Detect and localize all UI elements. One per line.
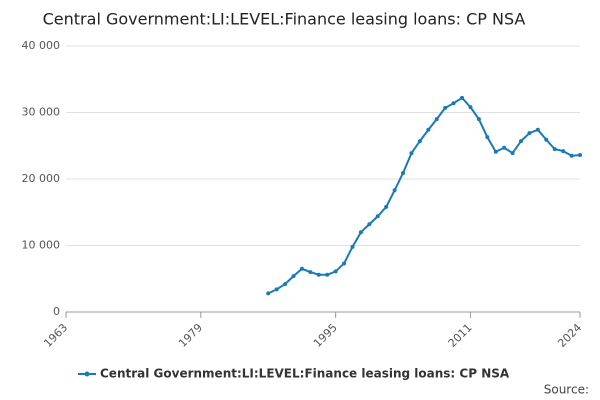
point bbox=[434, 117, 439, 122]
point bbox=[375, 214, 380, 219]
point bbox=[367, 222, 372, 227]
point bbox=[443, 105, 448, 110]
y-tick-label: 30 000 bbox=[22, 106, 61, 119]
point bbox=[510, 151, 515, 156]
point bbox=[417, 139, 422, 144]
y-tick-label: 40 000 bbox=[22, 39, 61, 52]
x-tick-label: 2024 bbox=[555, 321, 584, 350]
point bbox=[535, 127, 540, 132]
y-tick-label: 10 000 bbox=[22, 239, 61, 252]
y-tick-label: 0 bbox=[53, 305, 60, 318]
chart-title: Central Government:LI:LEVEL:Finance leas… bbox=[43, 10, 526, 29]
line bbox=[267, 96, 581, 295]
point bbox=[569, 153, 574, 158]
point bbox=[358, 230, 363, 235]
point bbox=[451, 101, 456, 106]
x-tick-label: 1963 bbox=[41, 321, 70, 350]
point bbox=[333, 269, 338, 274]
point bbox=[299, 266, 304, 271]
point bbox=[468, 105, 473, 110]
point bbox=[342, 261, 347, 266]
point bbox=[291, 274, 296, 279]
point bbox=[561, 149, 566, 154]
point bbox=[350, 244, 355, 249]
point bbox=[325, 272, 330, 277]
point bbox=[401, 171, 406, 176]
point bbox=[384, 204, 389, 209]
point bbox=[493, 149, 498, 154]
x-tick-label: 2011 bbox=[446, 321, 475, 350]
point bbox=[476, 117, 481, 122]
point bbox=[460, 95, 465, 100]
source: Source: bbox=[544, 383, 589, 397]
point bbox=[392, 188, 397, 193]
point bbox=[552, 147, 557, 152]
x-tick-label: 1995 bbox=[311, 321, 340, 350]
y-tick-label: 20 000 bbox=[22, 172, 61, 185]
point bbox=[544, 137, 549, 142]
point bbox=[578, 153, 582, 158]
point bbox=[274, 287, 279, 292]
point bbox=[485, 135, 490, 140]
point bbox=[283, 282, 288, 287]
legend-label: Central Government:LI:LEVEL:Finance leas… bbox=[100, 367, 510, 381]
x-tick-label: 1979 bbox=[176, 321, 205, 350]
point bbox=[308, 270, 313, 275]
point bbox=[316, 272, 321, 277]
point bbox=[409, 151, 414, 156]
point bbox=[519, 139, 524, 144]
legend-marker bbox=[84, 371, 90, 377]
point bbox=[527, 131, 532, 136]
point bbox=[426, 127, 431, 132]
point bbox=[266, 291, 271, 296]
point bbox=[502, 145, 507, 150]
